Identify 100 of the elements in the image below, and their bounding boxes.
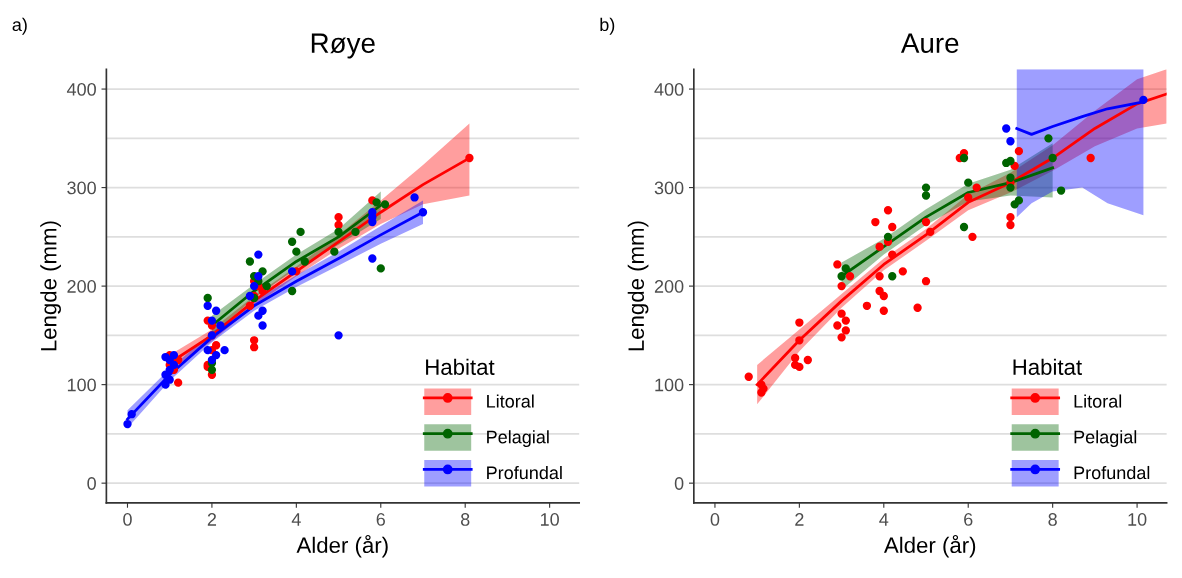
point — [968, 232, 977, 242]
x-tick-label: 4 — [291, 513, 301, 526]
point — [862, 301, 872, 310]
point — [211, 306, 221, 315]
point — [964, 193, 973, 202]
point — [258, 321, 267, 330]
x-tick-label: 2 — [795, 513, 804, 526]
x-tick-label: 8 — [460, 513, 470, 526]
point — [921, 217, 931, 227]
point — [334, 331, 343, 340]
point — [258, 306, 267, 315]
point — [1014, 146, 1024, 156]
point — [254, 250, 263, 259]
y-tick-label: 200 — [67, 280, 96, 293]
point — [875, 272, 884, 281]
y-tick-label: 100 — [67, 378, 96, 392]
legend-label: Pelagial — [1074, 430, 1137, 448]
text: b) — [600, 17, 615, 35]
point — [330, 247, 339, 256]
x-axis-title: Alder (år) — [296, 534, 388, 558]
legend-label: Profundal — [487, 465, 562, 480]
point — [376, 264, 385, 273]
point — [334, 212, 343, 222]
y-tick-label: 200 — [654, 280, 684, 293]
point — [845, 272, 855, 281]
point — [959, 222, 969, 232]
point — [1006, 212, 1015, 222]
point — [169, 350, 179, 360]
point — [883, 206, 893, 215]
point — [883, 232, 893, 242]
x-tick-label: 6 — [376, 513, 385, 526]
point — [795, 336, 804, 345]
x-tick-label: 8 — [1048, 513, 1057, 526]
point — [410, 193, 419, 202]
point — [1048, 153, 1057, 163]
point — [334, 220, 343, 230]
legend-title: Habitat — [426, 358, 495, 375]
point — [888, 222, 897, 232]
point — [1002, 158, 1011, 168]
y-tick-label: 300 — [67, 181, 96, 195]
point — [211, 350, 221, 360]
legend-label: Profundal — [1074, 465, 1150, 480]
point — [972, 183, 981, 192]
point — [888, 250, 897, 259]
point — [964, 178, 973, 187]
point — [249, 343, 259, 352]
point — [380, 200, 390, 209]
point — [245, 301, 255, 310]
point — [258, 286, 267, 296]
point — [759, 384, 768, 393]
point — [837, 272, 846, 281]
point — [207, 316, 217, 325]
point — [300, 257, 309, 266]
point — [203, 301, 212, 310]
x-tick-label: 6 — [964, 513, 973, 526]
point — [1006, 173, 1015, 182]
point — [287, 237, 297, 246]
point — [296, 227, 305, 237]
point — [913, 303, 922, 312]
point — [841, 264, 850, 273]
y-tick-label: 0 — [87, 477, 96, 490]
point — [1002, 124, 1011, 133]
point — [220, 345, 229, 355]
x-axis-title: Alder (år) — [883, 534, 976, 558]
point — [875, 286, 884, 296]
point — [1006, 137, 1015, 146]
point — [833, 321, 842, 330]
point — [211, 341, 221, 350]
point — [837, 281, 846, 291]
text: a) — [12, 17, 27, 35]
point — [926, 227, 935, 237]
point — [418, 208, 428, 217]
point — [368, 254, 377, 263]
point — [245, 257, 255, 266]
point — [871, 217, 880, 227]
y-tick-label: 400 — [66, 83, 96, 96]
point — [245, 291, 255, 301]
chart-title: Røye — [311, 33, 375, 59]
x-tick-label: 0 — [710, 513, 720, 526]
x-tick-label: 0 — [123, 513, 132, 526]
point — [803, 355, 812, 365]
point — [841, 326, 850, 335]
y-tick-label: 100 — [655, 378, 684, 392]
x-tick-label: 2 — [207, 513, 217, 526]
y-axis-title: Lengde (mm) — [627, 221, 649, 351]
point — [1086, 153, 1095, 163]
point — [203, 293, 212, 303]
point — [254, 272, 263, 281]
legend-label: Litoral — [1074, 394, 1122, 408]
legend-title: Habitat — [1013, 358, 1082, 375]
y-axis-title: Lengde (mm) — [40, 221, 61, 351]
point — [898, 267, 907, 276]
point — [879, 306, 888, 315]
point — [744, 372, 753, 381]
point — [465, 153, 474, 163]
point — [292, 247, 301, 256]
legend-label: Pelagial — [487, 430, 549, 448]
point — [879, 291, 888, 301]
point — [372, 198, 381, 207]
point — [165, 375, 174, 384]
